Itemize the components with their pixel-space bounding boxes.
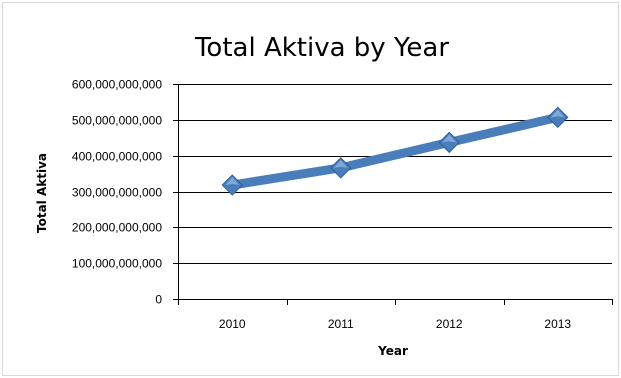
- y-tick-label: 600,000,000,000: [72, 78, 162, 92]
- data-point-marker: [438, 131, 460, 154]
- y-tick-label: 400,000,000,000: [72, 150, 162, 164]
- x-tick-label: 2012: [436, 317, 463, 331]
- x-tick-label: 2010: [219, 317, 246, 331]
- y-tick-label: 0: [155, 293, 162, 307]
- y-tick-label: 300,000,000,000: [72, 186, 162, 200]
- y-tick-label: 100,000,000,000: [72, 257, 162, 271]
- marker-highlight: [225, 177, 240, 186]
- x-axis-label: Year: [377, 344, 408, 358]
- series-line: [227, 112, 563, 190]
- y-tick-label: 200,000,000,000: [72, 221, 162, 235]
- marker-highlight: [550, 109, 565, 118]
- y-tick-label: 500,000,000,000: [72, 114, 162, 128]
- data-point-marker: [221, 174, 243, 196]
- data-point-marker: [330, 157, 352, 179]
- y-axis-label: Total Aktiva: [35, 153, 49, 233]
- marker-highlight: [333, 159, 348, 168]
- chart-title: Total Aktiva by Year: [194, 33, 449, 63]
- marker-highlight: [442, 134, 457, 143]
- data-point-marker: [547, 106, 569, 129]
- x-tick-label: 2011: [328, 317, 354, 331]
- x-tick-label: 2013: [544, 317, 571, 331]
